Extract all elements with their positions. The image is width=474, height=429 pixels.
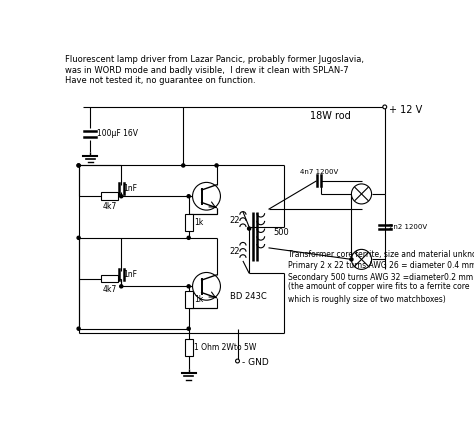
Circle shape: [187, 236, 190, 239]
Circle shape: [77, 236, 80, 239]
Circle shape: [77, 164, 80, 167]
Text: 1nF: 1nF: [124, 184, 137, 193]
Circle shape: [192, 182, 220, 210]
Circle shape: [215, 164, 218, 167]
Text: 100µF 16V: 100µF 16V: [97, 130, 138, 139]
Text: 500: 500: [273, 228, 289, 237]
Text: 1 Ohm 2Wto 5W: 1 Ohm 2Wto 5W: [194, 344, 256, 353]
Circle shape: [120, 195, 123, 198]
Text: Transformer core ferrite, size and material unknown: Transformer core ferrite, size and mater…: [288, 250, 474, 259]
Circle shape: [120, 285, 123, 288]
Circle shape: [77, 327, 80, 330]
Text: BD 243C: BD 243C: [230, 292, 266, 301]
Text: 1k: 1k: [194, 218, 203, 227]
Text: Primary 2 x 22 turns AWG 26 = diameter 0.4 mm
Secondary 500 turns AWG 32 =diamet: Primary 2 x 22 turns AWG 26 = diameter 0…: [288, 261, 474, 282]
Circle shape: [351, 249, 372, 269]
Text: 18W rod: 18W rod: [310, 111, 351, 121]
Text: 4k7: 4k7: [102, 202, 117, 211]
Circle shape: [383, 105, 387, 109]
Circle shape: [187, 285, 190, 288]
Text: 1k: 1k: [194, 295, 203, 304]
Circle shape: [192, 272, 220, 300]
Bar: [185, 339, 192, 356]
Bar: [101, 192, 118, 200]
Text: 2n2 1200V: 2n2 1200V: [389, 224, 427, 230]
Text: 4n7 1200V: 4n7 1200V: [300, 169, 338, 175]
Text: 1nF: 1nF: [124, 270, 137, 279]
Bar: [101, 275, 118, 282]
Text: 4k7: 4k7: [102, 285, 117, 294]
Circle shape: [182, 164, 185, 167]
Circle shape: [247, 227, 251, 230]
Text: - GND: - GND: [242, 358, 269, 367]
Text: (the amount of copper wire fits to a ferrite core
which is roughly size of two m: (the amount of copper wire fits to a fer…: [288, 282, 469, 304]
Text: 22: 22: [229, 247, 240, 256]
Circle shape: [77, 164, 80, 167]
Bar: [185, 291, 192, 308]
Circle shape: [350, 258, 353, 261]
Text: Fluorescent lamp driver from Lazar Pancic, probably former Jugoslavia,
was in WO: Fluorescent lamp driver from Lazar Panci…: [65, 55, 365, 85]
Text: 22: 22: [229, 216, 240, 225]
Circle shape: [351, 184, 372, 204]
Circle shape: [187, 195, 190, 198]
Circle shape: [236, 359, 239, 363]
Circle shape: [187, 327, 190, 330]
Text: + 12 V: + 12 V: [390, 105, 423, 115]
Bar: [185, 214, 192, 231]
